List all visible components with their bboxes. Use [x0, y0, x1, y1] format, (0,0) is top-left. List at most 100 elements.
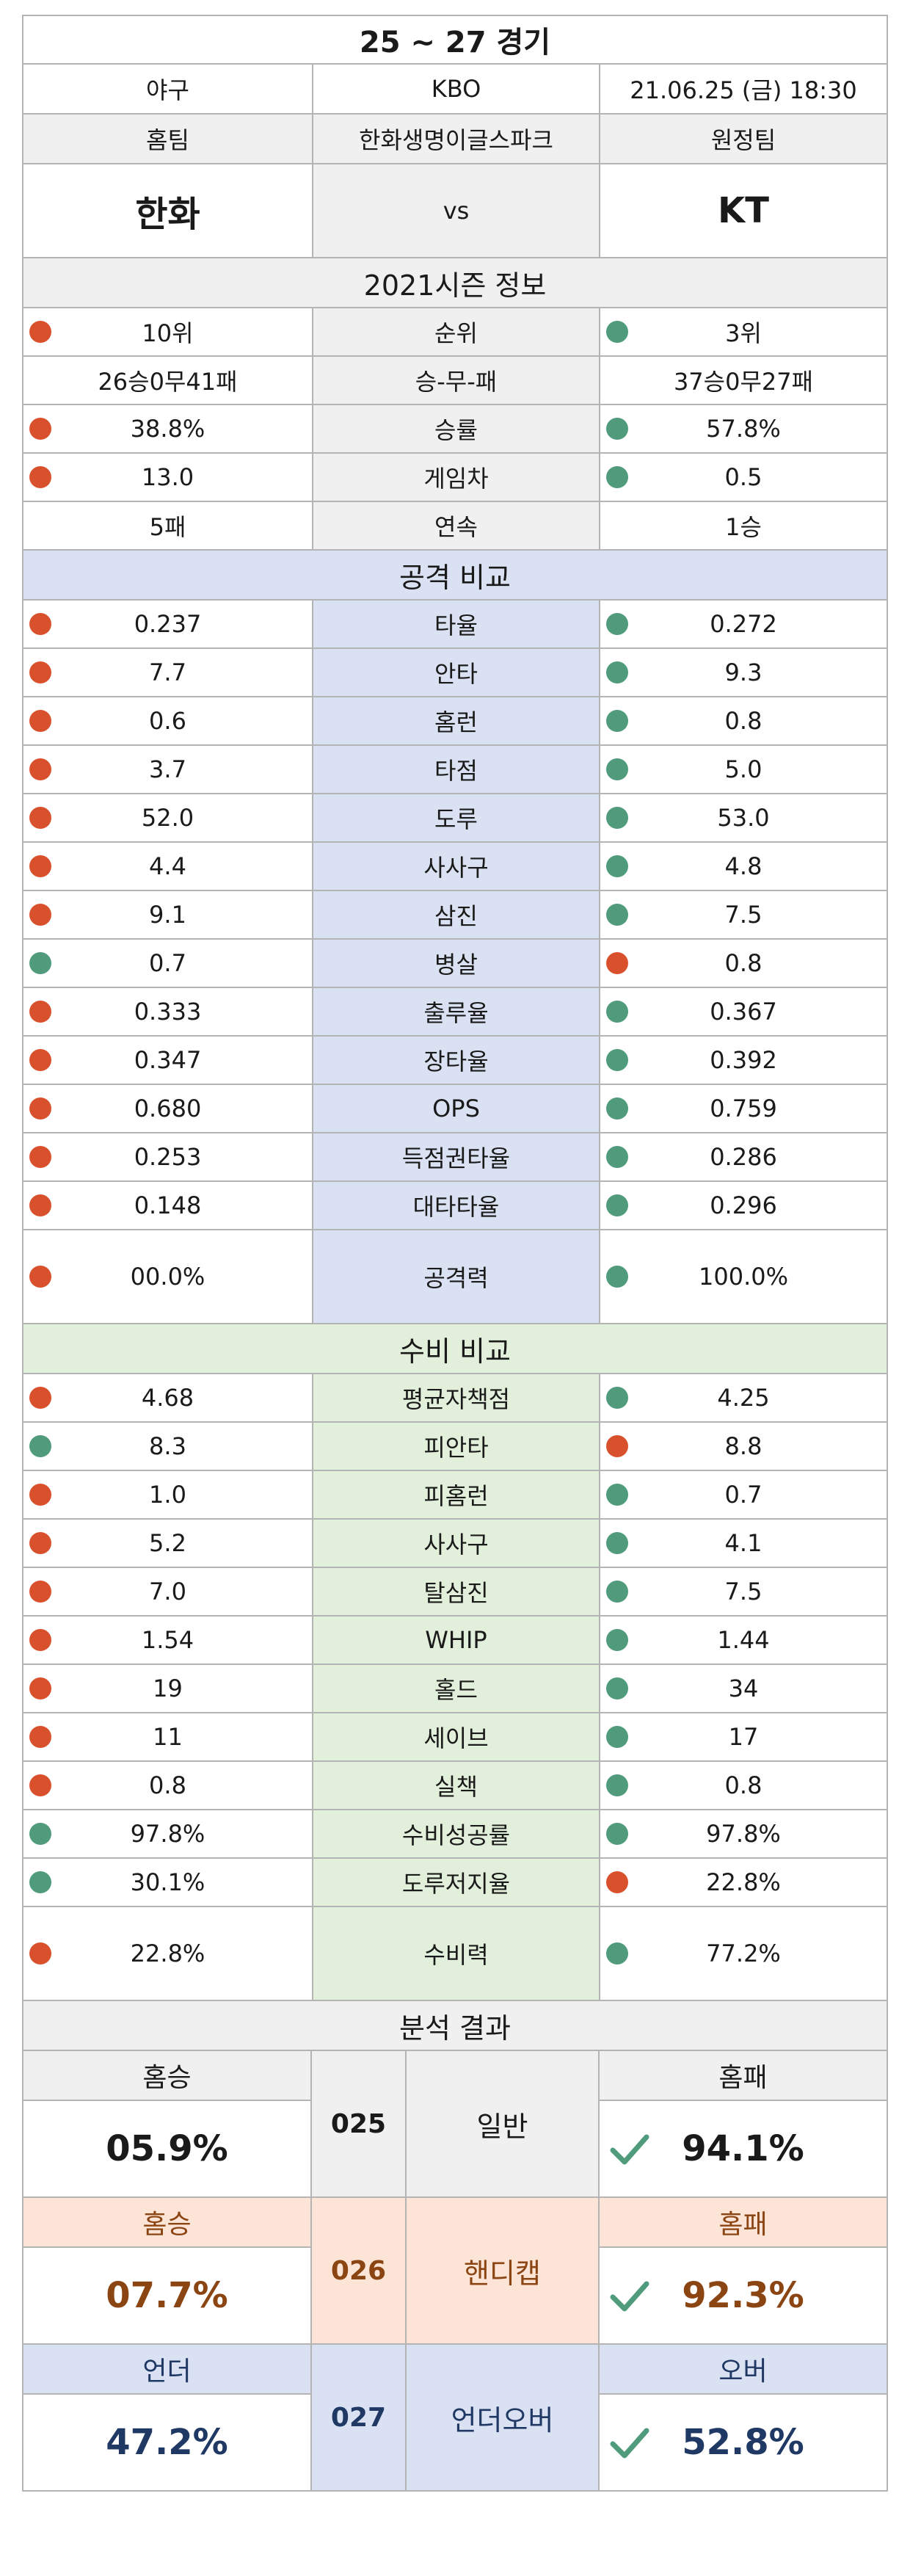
home-value-text: 0.333: [134, 998, 202, 1026]
away-value: 0.8: [600, 940, 887, 987]
stat-label: 대타타율: [312, 1182, 600, 1229]
away-value-text: 7.5: [724, 1578, 762, 1606]
divider: [310, 2345, 312, 2490]
indicator-dot-green: [606, 1001, 628, 1023]
home-value: 0.347: [23, 1037, 312, 1084]
indicator-dot-green: [606, 1581, 628, 1603]
season-section-header: 2021시즌 정보: [22, 258, 888, 308]
stat-label: 수비력: [312, 1907, 600, 2000]
stat-label: 공격력: [312, 1230, 600, 1323]
stat-row: 11 세이브 17: [22, 1713, 888, 1762]
home-value-text: 1.0: [149, 1481, 186, 1509]
divider: [23, 2393, 310, 2395]
indicator-dot-green: [606, 466, 628, 488]
right-probability: 92.3%: [600, 2248, 887, 2343]
away-value: 1승: [600, 502, 887, 549]
home-value-text: 1.54: [141, 1626, 194, 1654]
home-value: 22.8%: [23, 1907, 312, 2000]
away-value: 0.7: [600, 1471, 887, 1518]
right-probability-text: 52.8%: [682, 2422, 804, 2463]
check-icon: [610, 2281, 649, 2312]
home-value-text: 4.68: [141, 1384, 194, 1412]
divider: [598, 2051, 600, 2196]
stadium-label: 한화생명이글스파크: [312, 115, 600, 163]
analysis-section-header: 분석 결과: [22, 2001, 888, 2051]
home-value-text: 13.0: [141, 463, 194, 491]
away-value: 0.392: [600, 1037, 887, 1084]
divider: [23, 2100, 310, 2101]
away-value: 17: [600, 1713, 887, 1760]
away-value: 1.44: [600, 1617, 887, 1663]
home-value: 00.0%: [23, 1230, 312, 1323]
attack-table: 0.237 타율 0.272 7.7 안타 9.3 0.6 홈런 0.8 3.7 타점 5.0 52.0…: [22, 601, 888, 1324]
away-value-text: 97.8%: [706, 1820, 781, 1848]
team-label-row: 홈팀 한화생명이글스파크 원정팀: [22, 115, 888, 164]
home-value: 1.54: [23, 1617, 312, 1663]
left-outcome-label: 홈승: [23, 2051, 310, 2100]
home-value: 52.0: [23, 794, 312, 841]
indicator-dot-red: [29, 1049, 51, 1071]
indicator-dot-red: [29, 466, 51, 488]
right-outcome-label: 홈패: [600, 2198, 887, 2246]
defense-table: 4.68 평균자책점 4.25 8.3 피안타 8.8 1.0 피홈런 0.7 5.2 사사구 4.1…: [22, 1374, 888, 2001]
home-value: 4.68: [23, 1374, 312, 1421]
stat-label: 피안타: [312, 1423, 600, 1470]
stat-label: 사사구: [312, 843, 600, 890]
indicator-dot-green: [606, 1049, 628, 1071]
stat-row: 30.1% 도루저지율 22.8%: [22, 1859, 888, 1907]
home-value: 5.2: [23, 1520, 312, 1567]
home-value: 19: [23, 1665, 312, 1712]
stat-row: 7.7 안타 9.3: [22, 649, 888, 697]
stat-label: 승-무-패: [312, 357, 600, 404]
away-value: 0.8: [600, 697, 887, 744]
indicator-dot-green: [606, 1774, 628, 1796]
indicator-dot-red: [29, 1194, 51, 1216]
stat-label: 실책: [312, 1762, 600, 1809]
stat-row: 1.0 피홈런 0.7: [22, 1471, 888, 1520]
indicator-dot-green: [29, 952, 51, 974]
home-value-text: 5.2: [149, 1529, 186, 1557]
away-value: 7.5: [600, 1568, 887, 1615]
analysis-title: 분석 결과: [399, 2011, 511, 2045]
home-value-text: 11: [153, 1723, 183, 1751]
page-title: 25 ~ 27 경기: [359, 26, 551, 59]
away-value-text: 4.25: [717, 1384, 770, 1412]
stat-label: 연속: [312, 502, 600, 549]
home-value: 8.3: [23, 1423, 312, 1470]
home-value-text: 8.3: [149, 1432, 186, 1460]
home-value: 0.253: [23, 1133, 312, 1180]
home-value-text: 10위: [142, 319, 194, 347]
match-datetime: 21.06.25 (금) 18:30: [630, 76, 857, 104]
away-value-text: 0.296: [710, 1191, 777, 1219]
home-value-text: 19: [153, 1675, 183, 1702]
indicator-dot-red: [606, 952, 628, 974]
away-value: 7.5: [600, 891, 887, 938]
stat-row: 4.4 사사구 4.8: [22, 843, 888, 891]
stat-row: 38.8% 승률 57.8%: [22, 405, 888, 454]
divider: [598, 2198, 600, 2343]
title-row: 25 ~ 27 경기: [22, 15, 888, 65]
defense-section-header: 수비 비교: [22, 1324, 888, 1374]
stat-row: 00.0% 공격력 100.0%: [22, 1230, 888, 1324]
away-value-text: 7.5: [724, 901, 762, 929]
stat-label: WHIP: [312, 1617, 600, 1663]
divider: [310, 2198, 312, 2343]
stat-row: 13.0 게임차 0.5: [22, 454, 888, 502]
indicator-dot-green: [606, 904, 628, 926]
stat-row: 19 홀드 34: [22, 1665, 888, 1713]
indicator-dot-red: [29, 1387, 51, 1409]
home-value: 11: [23, 1713, 312, 1760]
home-value: 1.0: [23, 1471, 312, 1518]
stat-label: 탈삼진: [312, 1568, 600, 1615]
away-value-text: 1승: [725, 513, 762, 541]
home-value: 0.680: [23, 1085, 312, 1132]
right-outcome-label: 홈패: [600, 2051, 887, 2100]
away-value-text: 57.8%: [706, 415, 781, 443]
stat-label: 타율: [312, 601, 600, 647]
home-value: 0.7: [23, 940, 312, 987]
stat-row: 0.253 득점권타율 0.286: [22, 1133, 888, 1182]
stat-label: 타점: [312, 746, 600, 793]
indicator-dot-green: [606, 1194, 628, 1216]
indicator-dot-red: [606, 1871, 628, 1893]
stat-row: 5패 연속 1승: [22, 502, 888, 551]
